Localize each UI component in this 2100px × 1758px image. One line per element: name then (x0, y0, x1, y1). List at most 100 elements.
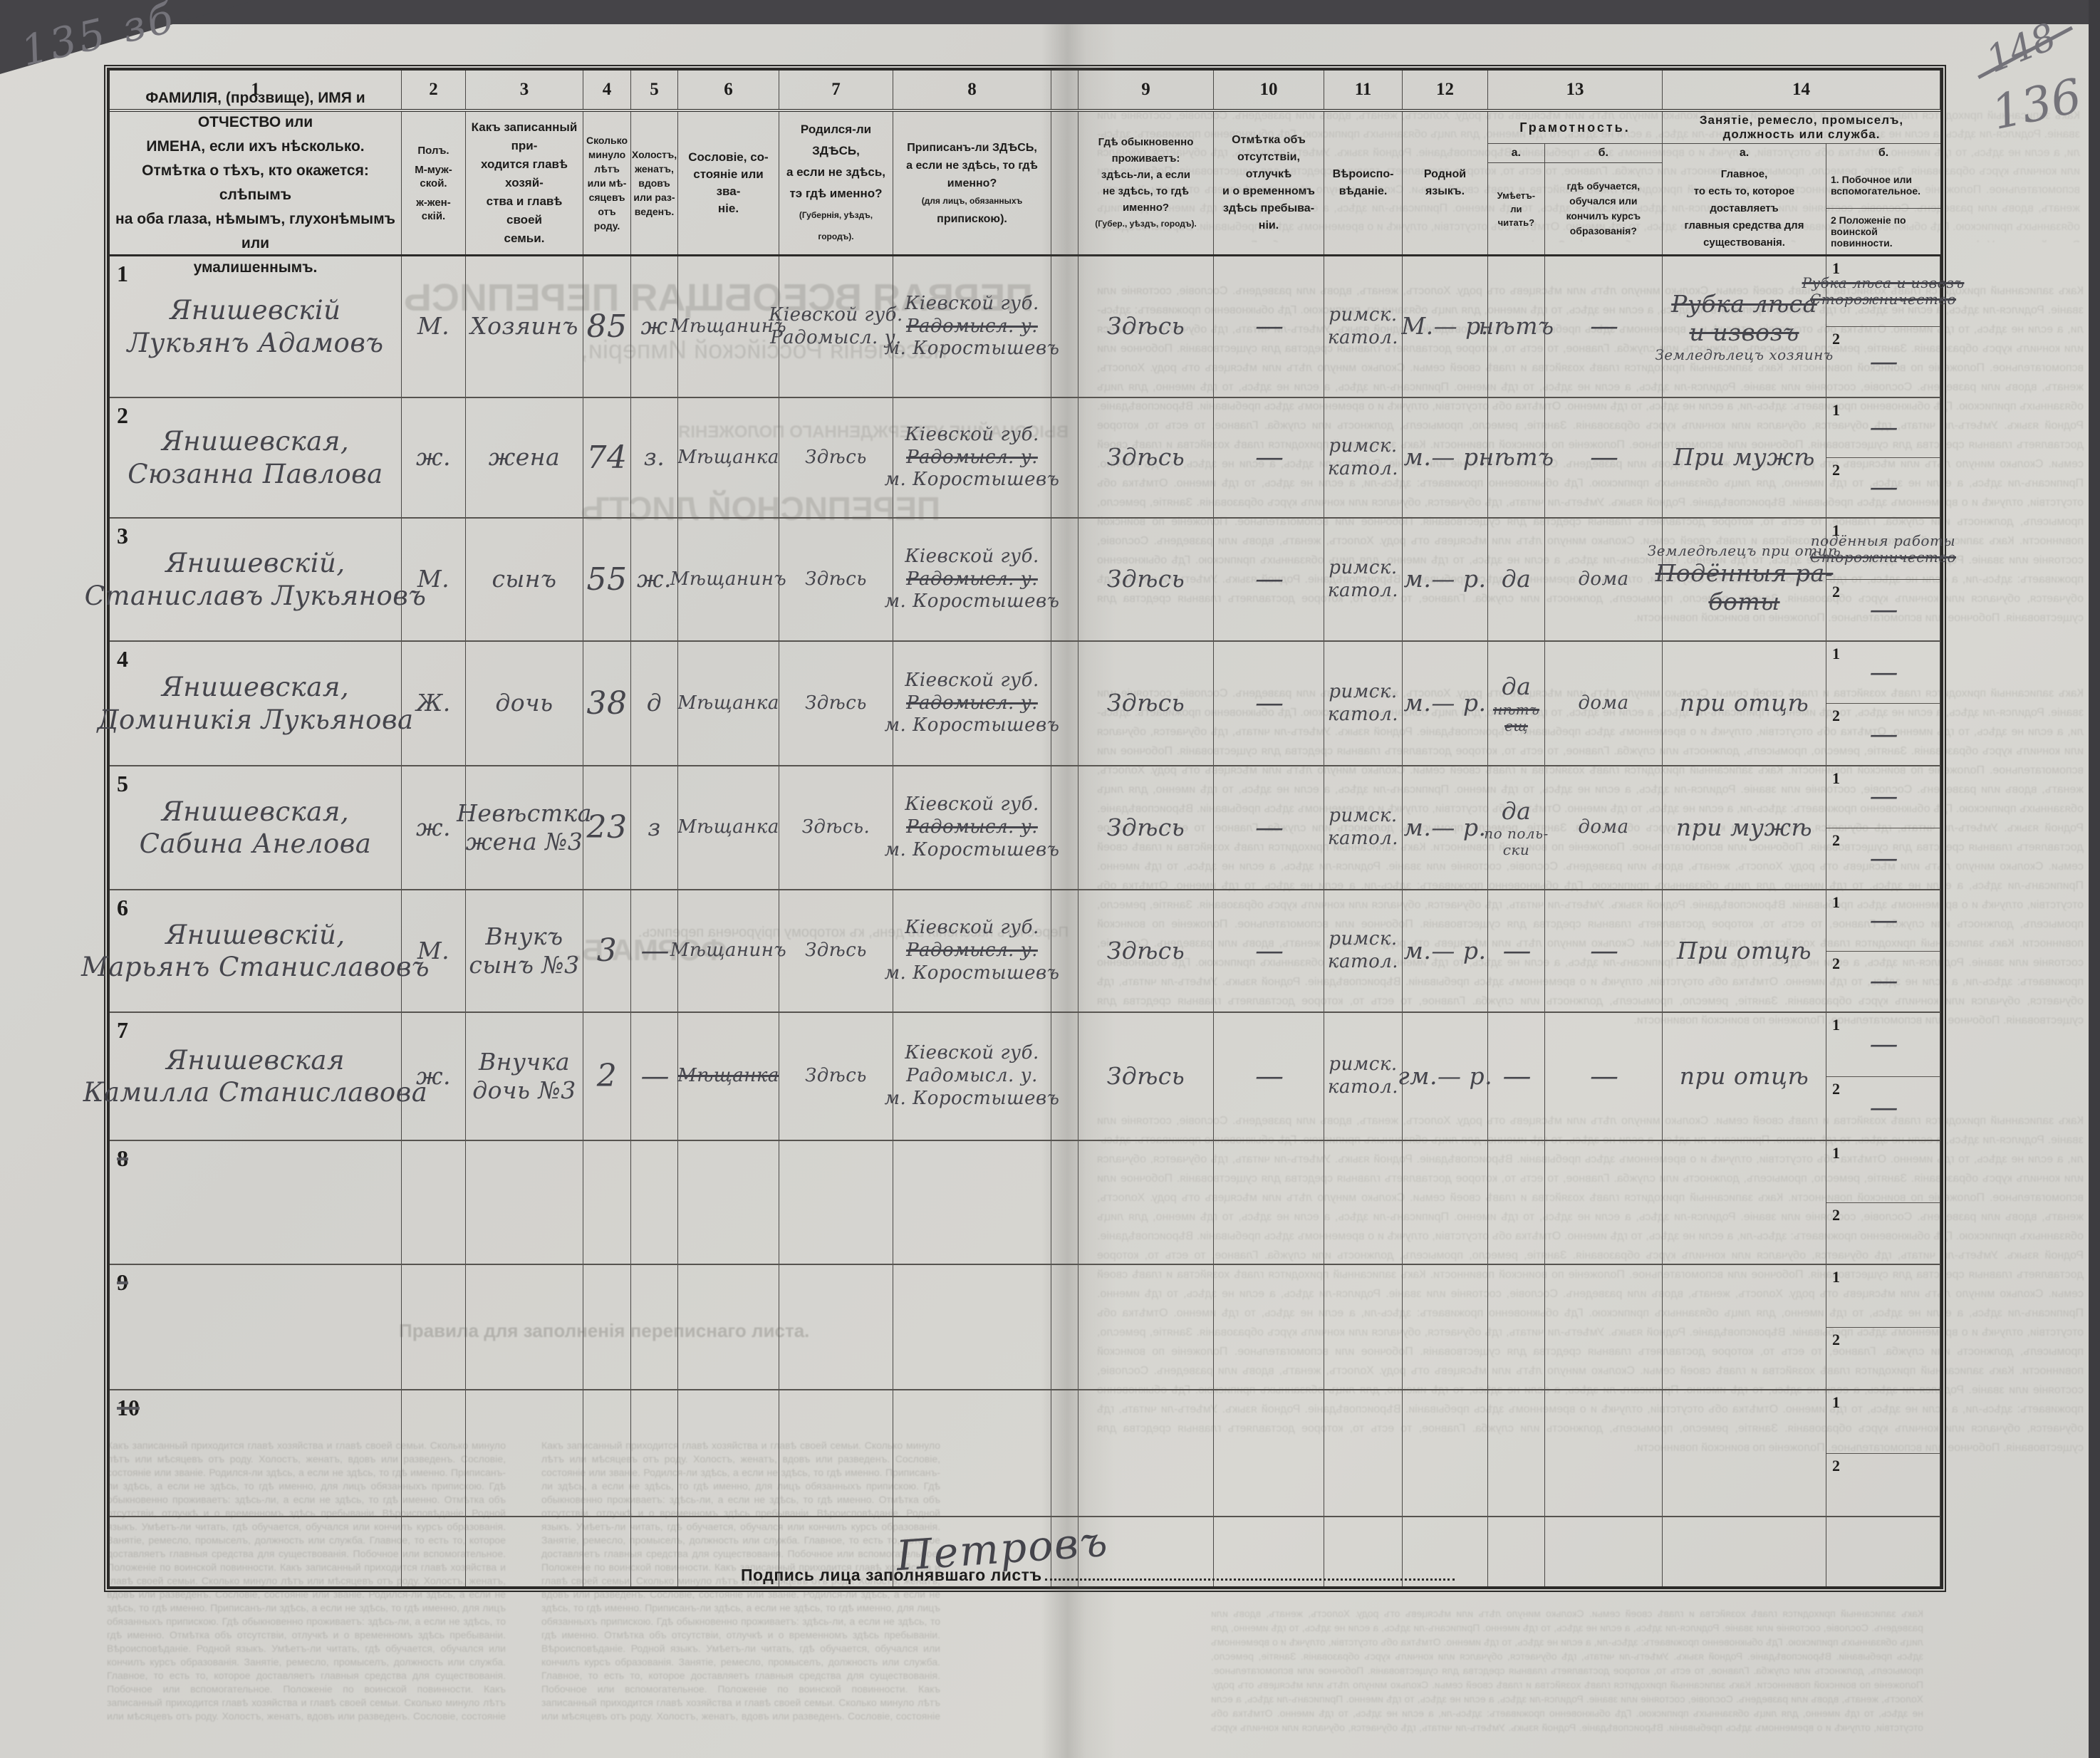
column-number: 4 (583, 71, 631, 109)
cell-oa (1663, 1390, 1826, 1516)
cell-oa: Земледѣлецъ при отцѣ Подённыя ра-боты (1648, 519, 1841, 640)
handwritten-entry: Земледѣлецъ хозяинъ (1655, 346, 1834, 364)
handwritten-entry: Здѣсь (1106, 1061, 1185, 1090)
cell-reg: Кіевской губ. Радомысл. у. м. Коростышевъ (884, 519, 1059, 640)
cell-abs: — (1214, 519, 1324, 640)
cell-born (779, 1390, 893, 1516)
cell-lb: дома (1545, 642, 1663, 765)
handwritten-entry: м. Коростышевъ (884, 962, 1060, 984)
title-line: здѣсь пребыва- (1222, 202, 1315, 214)
handwritten-entry: Кіевской губ. (905, 669, 1039, 691)
handwritten-entry: ж. (636, 565, 672, 593)
handwritten-entry: Лукьянъ Адамовъ (127, 327, 384, 358)
handwritten-entry: м. Коростышевъ (884, 1087, 1060, 1109)
cell-age: 74 (583, 398, 631, 517)
cell-reg (893, 1141, 1051, 1264)
cell-rlg: римск. катол. (1324, 398, 1403, 517)
cell-ob: 1—2— (1826, 642, 1940, 765)
cell-oa: при отцѣ (1663, 642, 1826, 765)
cell-lb (1545, 1265, 1663, 1389)
handwritten-entry: ж. (415, 1061, 451, 1090)
strip-cell (631, 1517, 678, 1586)
cell-lb: — (1545, 256, 1663, 397)
column-number: 3 (466, 71, 583, 109)
cell-mar: ж (631, 256, 678, 397)
column-title: Сословіе, со-стояніе или зва-ніе. (678, 112, 779, 254)
column-title: ФАМИЛІЯ, (прозвище), ИМЯ и ОТЧЕСТВО или И… (110, 90, 402, 276)
column-number: 2 (402, 71, 466, 109)
handwritten-entry: Сторожничество (1809, 548, 1957, 566)
cell-born: Здѣсь (779, 890, 893, 1011)
strip-cell (1663, 1517, 1826, 1586)
cell-abs: — (1214, 256, 1324, 397)
column-title: Родной языкъ. (1403, 112, 1488, 254)
handwritten-entry: дома (1578, 568, 1629, 590)
title-line: Вѣроиспо- (1332, 168, 1394, 180)
handwritten-entry: катол. (1327, 703, 1399, 725)
cell-ob: 1 подённыя работы Сторожничество 2— (1810, 519, 1956, 640)
cell-lb (1545, 1141, 1663, 1264)
cell-gap (1051, 890, 1078, 1011)
title-line: ли (1510, 203, 1522, 214)
handwritten-entry: Кіевской губ. (905, 423, 1039, 445)
cell-lb: дома (1545, 766, 1663, 889)
cell-sex: ж. (402, 398, 466, 517)
cell-lb: — (1545, 398, 1663, 517)
table-row: 4 Янишевская, Доминикія Лукьянова Ж. дочь 38 д… (97, 642, 1940, 766)
handwritten-entry: катол. (1327, 951, 1399, 972)
cell-born (779, 1265, 893, 1389)
handwritten-entry: сынъ (492, 565, 557, 593)
table-row: 10 1 2 (110, 1390, 1940, 1517)
cell-est (678, 1390, 779, 1516)
strip-cell (893, 1517, 1051, 1586)
row-number: 8 (117, 1145, 128, 1171)
handwritten-entry: ски (1502, 841, 1530, 859)
row-number: 9 (117, 1269, 128, 1295)
title-line: читать? (1497, 217, 1535, 228)
cell-gap (1051, 1390, 1078, 1516)
title-line: (Губернія, уѣздъ, городъ). (799, 210, 873, 241)
cell-ob-side: 1 (1826, 1141, 1940, 1203)
column-number: 12 (1403, 71, 1488, 109)
handwritten-entry: м.— р. (1403, 443, 1487, 472)
handwritten-entry: — (1590, 441, 1618, 474)
title-line: Полъ. (417, 144, 449, 157)
title-line: и о временномъ (1222, 185, 1315, 197)
title-line: ніи. (1258, 219, 1279, 232)
cell-rlg (1324, 1265, 1403, 1389)
handwritten-entry: по поль- (1484, 825, 1549, 843)
title-line: стояніе или зва- (693, 167, 764, 198)
row-number: 6 (117, 895, 128, 920)
handwritten-entry: римск. (1329, 1054, 1398, 1076)
cell-mar: з. (631, 398, 678, 517)
title-line: или мѣ- (587, 177, 627, 189)
title-line: Главное, (1720, 167, 1768, 180)
strip-cell (1078, 1517, 1214, 1586)
handwritten-entry: подённыя работы (1810, 531, 1956, 549)
cell-born (779, 1141, 893, 1264)
cell-reg: Кіевской губ. Радомысл. у. м. Коростышевъ (884, 642, 1059, 765)
cell-name: 1 Янишевскій Лукьянъ Адамовъ (110, 256, 402, 397)
cell-mar: — (631, 890, 678, 1011)
cell-sex (402, 1265, 466, 1389)
title-line: женатъ, (635, 163, 674, 175)
cell-abs (1214, 1141, 1324, 1264)
cell-ob: 1—2— (1826, 766, 1940, 889)
cell-name: 8 (110, 1141, 402, 1264)
cell-gap (1051, 398, 1078, 517)
cell-lang (1403, 1265, 1488, 1389)
handwritten-entry: з (648, 813, 661, 841)
cell-abs: — (1214, 890, 1324, 1011)
handwritten-entry: — (1255, 563, 1284, 596)
cell-est: Мѣщанка (677, 766, 779, 889)
cell-reg: Кіевской губ. Радомысл. у. м. Коростышевъ (884, 890, 1059, 1011)
cell-lb: дома (1545, 519, 1663, 640)
title-line: именно? (947, 177, 997, 189)
handwritten-entry: Внучка (478, 1047, 571, 1076)
handwritten-entry: Янишевская (166, 1044, 345, 1076)
handwritten-entry: При мужѣ (1673, 443, 1815, 472)
handwritten-entry: — (1590, 934, 1618, 967)
handwritten-entry: Хозяинъ (470, 312, 578, 340)
cell-la (1488, 1390, 1545, 1516)
